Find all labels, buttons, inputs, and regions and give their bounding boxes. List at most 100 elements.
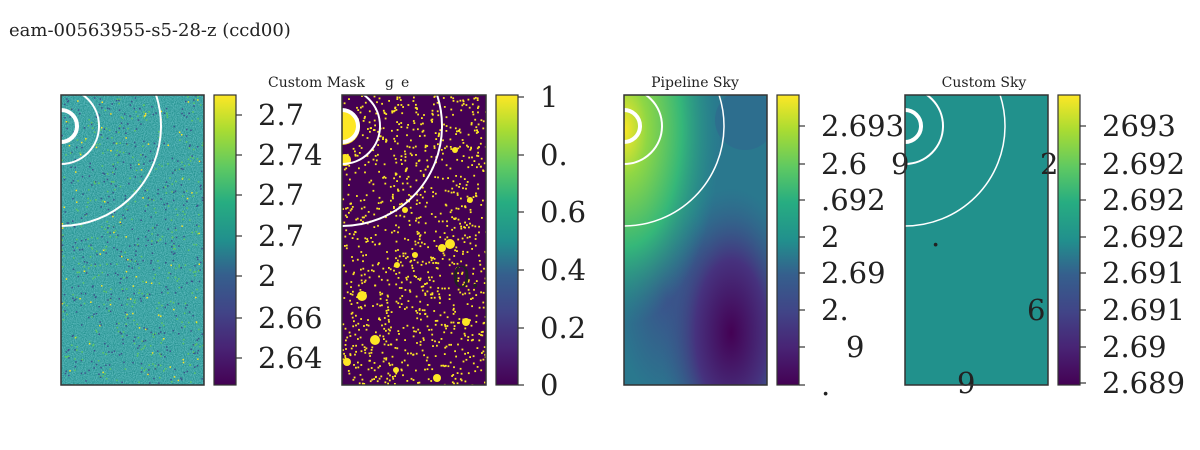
colorbar-tick-label: 2.691 — [1102, 293, 1185, 327]
noise-speckle — [138, 292, 140, 294]
mask-pixel — [413, 259, 416, 261]
mask-pixel — [400, 126, 403, 128]
mask-pixel — [419, 343, 422, 346]
mask-pixel — [358, 167, 360, 170]
noise-speckle — [94, 181, 97, 183]
mask-pixel — [477, 155, 480, 157]
mask-pixel — [459, 145, 461, 148]
mask-pixel — [415, 162, 418, 165]
mask-pixel — [472, 196, 475, 198]
mask-pixel — [373, 129, 376, 131]
mask-pixel — [355, 218, 358, 221]
noise-speckle — [122, 290, 124, 292]
noise-speckle — [75, 361, 77, 363]
noise-speckle — [91, 316, 93, 318]
colorbar-tick-label: 2693 — [1102, 109, 1176, 143]
noise-speckle — [61, 134, 63, 137]
mask-pixel — [445, 125, 448, 127]
mask-pixel — [412, 146, 415, 149]
mask-pixel — [358, 382, 361, 385]
noise-speckle — [99, 129, 102, 131]
colorbar-tick-label: 2.692 — [1102, 147, 1185, 181]
noise-speckle — [196, 205, 198, 207]
mask-pixel — [380, 375, 383, 378]
noise-speckle — [160, 198, 162, 200]
noise-speckle — [158, 332, 160, 335]
colorbar-tick-label: 0.6 — [540, 195, 586, 229]
mask-pixel — [363, 117, 366, 120]
noise-speckle — [122, 342, 124, 345]
mask-pixel — [350, 303, 353, 305]
noise-speckle — [90, 360, 93, 363]
mask-pixel — [352, 345, 355, 347]
noise-speckle — [119, 151, 121, 153]
mask-pixel — [459, 183, 461, 185]
noise-speckle — [137, 337, 140, 339]
mask-pixel — [470, 339, 473, 342]
noise-speckle — [64, 117, 66, 119]
noise-speckle — [183, 371, 186, 374]
mask-pixel — [473, 174, 476, 177]
mask-pixel — [422, 173, 425, 176]
noise-speckle — [65, 278, 68, 280]
mask-pixel — [417, 128, 419, 131]
mask-pixel — [436, 110, 439, 113]
noise-speckle — [121, 381, 123, 384]
noise-speckle — [186, 304, 188, 306]
noise-speckle — [135, 250, 137, 252]
noise-speckle — [154, 332, 157, 335]
noise-speckle — [120, 223, 122, 226]
mask-pixel — [363, 346, 366, 349]
noise-speckle — [143, 117, 145, 119]
mask-pixel — [405, 306, 408, 309]
mask-pixel — [433, 96, 436, 98]
mask-pixel — [442, 177, 444, 180]
mask-pixel — [452, 180, 455, 183]
noise-speckle — [100, 366, 102, 369]
mask-pixel — [483, 267, 485, 270]
mask-pixel — [460, 379, 463, 382]
mask-pixel — [406, 364, 409, 367]
mask-pixel — [363, 383, 366, 385]
mask-pixel — [361, 382, 364, 385]
noise-speckle — [99, 324, 101, 327]
mask-pixel — [471, 111, 474, 113]
mask-pixel — [418, 238, 421, 241]
noise-speckle — [177, 379, 180, 382]
mask-pixel — [426, 166, 429, 168]
mask-pixel — [448, 264, 451, 267]
mask-pixel — [459, 367, 462, 370]
mask-pixel — [389, 329, 391, 332]
mask-pixel — [429, 286, 432, 289]
noise-speckle — [182, 342, 185, 345]
noise-speckle — [120, 122, 123, 124]
noise-speckle — [145, 119, 148, 121]
noise-speckle — [108, 129, 111, 131]
noise-speckle — [151, 243, 153, 245]
noise-speckle — [136, 355, 139, 357]
noise-speckle — [180, 267, 182, 269]
noise-speckle — [140, 348, 143, 351]
mask-pixel — [476, 129, 478, 132]
panel-1-colorbar — [213, 94, 237, 386]
noise-speckle — [142, 340, 145, 342]
noise-speckle — [126, 209, 129, 211]
mask-pixel — [354, 333, 357, 336]
noise-speckle — [98, 103, 101, 106]
colorbar-tick-label: .692 — [821, 183, 886, 217]
noise-speckle — [93, 181, 96, 183]
mask-pixel — [480, 270, 483, 273]
mask-pixel — [432, 345, 434, 347]
mask-pixel — [418, 381, 421, 384]
noise-speckle — [160, 353, 162, 356]
noise-speckle — [86, 261, 88, 264]
noise-speckle — [156, 145, 159, 148]
mask-pixel — [353, 271, 355, 274]
mask-pixel — [363, 206, 366, 209]
mask-pixel — [426, 282, 428, 285]
noise-speckle — [129, 104, 132, 106]
mask-pixel — [477, 131, 479, 133]
mask-pixel — [418, 202, 421, 204]
mask-pixel — [474, 234, 477, 237]
mask-pixel — [476, 366, 479, 368]
